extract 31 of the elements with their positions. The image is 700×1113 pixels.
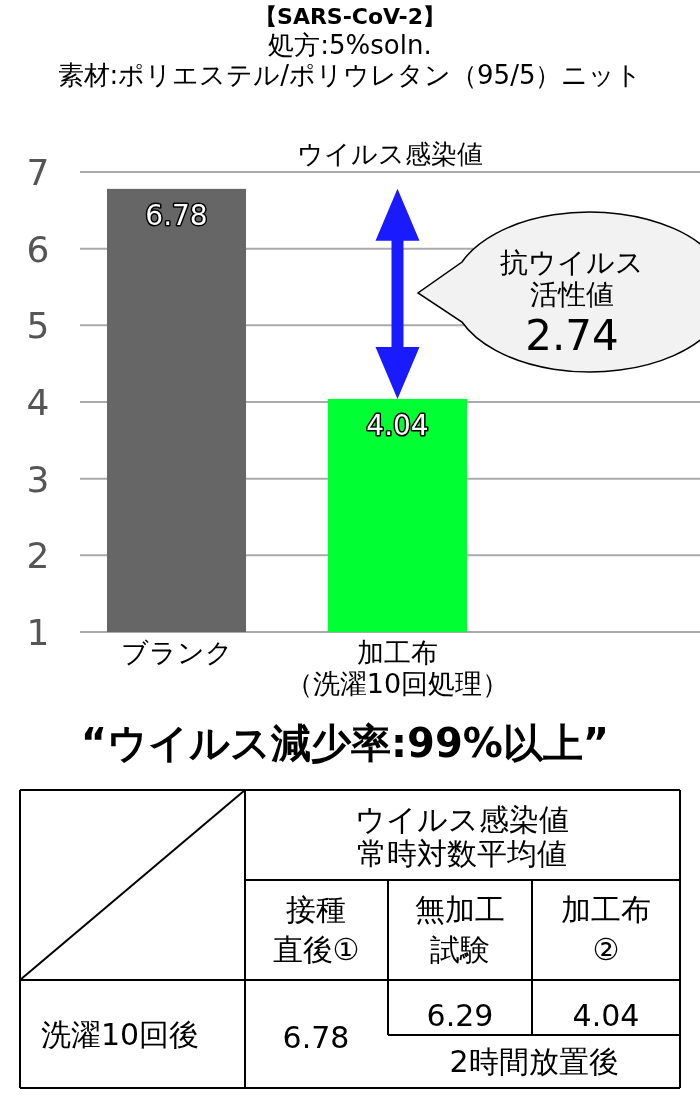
- y-tick-label: 6: [26, 228, 50, 270]
- text: 活性値: [530, 278, 614, 311]
- annotation: 抗ウイルス: [500, 246, 644, 279]
- text: ②: [592, 932, 620, 967]
- text: 試験: [430, 932, 490, 967]
- text: 2時間放置後: [449, 1044, 619, 1079]
- data-label: 6.78: [145, 198, 208, 232]
- y-tick-label: 3: [26, 458, 50, 500]
- text: 洗濯10回後: [40, 1017, 200, 1052]
- text: ウイルス感染値: [297, 139, 483, 169]
- text: 常時対数平均値: [357, 836, 567, 871]
- text: 加工布: [561, 892, 651, 927]
- text: 接種: [286, 892, 346, 927]
- data-label: 4.04: [366, 408, 429, 442]
- chart-subtitle: 処方:5%soln. 素材:ポリエステル/ポリウレタン（95/5）ニット: [57, 30, 643, 90]
- x-tick-label: ブランク: [120, 637, 233, 668]
- text: 6.78: [282, 1020, 350, 1055]
- text: 6.29: [426, 998, 494, 1033]
- text: 直後①: [272, 932, 360, 967]
- y-tick-label: 1: [26, 612, 50, 653]
- text: ウイルス感染値: [355, 802, 569, 837]
- y-tick-label: 7: [26, 152, 50, 193]
- text: 無加工: [415, 892, 505, 927]
- y-tick-label: 4: [26, 382, 50, 423]
- text: “ウイルス減少率:99%以上”: [80, 720, 610, 766]
- y-tick-label: 5: [26, 305, 50, 347]
- text: 2.74: [525, 311, 619, 360]
- x-tick-label: 加工布（洗濯10回処理）: [285, 637, 510, 699]
- y-tick-label: 2: [26, 535, 50, 577]
- text: 4.04: [572, 998, 640, 1033]
- chart-title: 【SARS-CoV-2】: [255, 4, 445, 29]
